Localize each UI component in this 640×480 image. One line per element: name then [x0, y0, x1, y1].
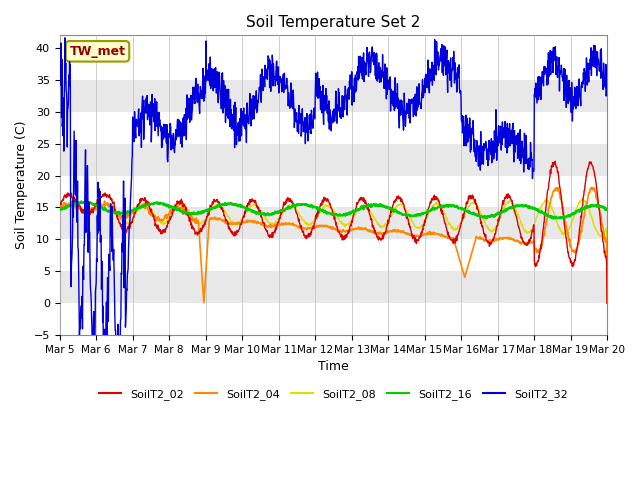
Bar	[60, 271, 607, 303]
Title: Soil Temperature Set 2: Soil Temperature Set 2	[246, 15, 420, 30]
Bar	[60, 240, 607, 271]
Bar	[60, 48, 607, 80]
Bar	[60, 80, 607, 112]
X-axis label: Time: Time	[318, 360, 349, 373]
Y-axis label: Soil Temperature (C): Soil Temperature (C)	[15, 121, 28, 250]
Bar	[60, 303, 607, 335]
Bar	[60, 112, 607, 144]
Bar	[60, 176, 607, 207]
Text: TW_met: TW_met	[70, 45, 125, 58]
Legend: SoilT2_02, SoilT2_04, SoilT2_08, SoilT2_16, SoilT2_32: SoilT2_02, SoilT2_04, SoilT2_08, SoilT2_…	[95, 384, 572, 404]
Bar	[60, 144, 607, 176]
Bar	[60, 207, 607, 240]
